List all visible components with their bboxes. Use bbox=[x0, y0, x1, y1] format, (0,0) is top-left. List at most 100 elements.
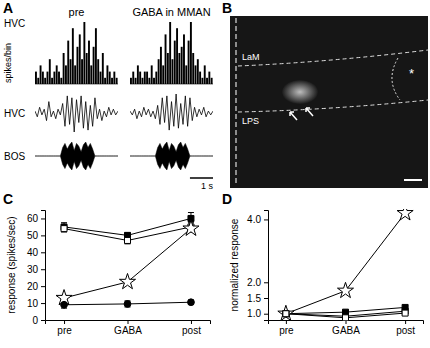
baseline bbox=[130, 84, 213, 85]
bar bbox=[181, 47, 183, 84]
bar bbox=[93, 47, 95, 84]
x-tick-label: pre bbox=[57, 325, 72, 336]
bar bbox=[201, 78, 203, 84]
x-tick-mark bbox=[286, 320, 287, 324]
y-tick-label: 4.0 bbox=[247, 214, 261, 225]
bar bbox=[116, 78, 118, 84]
bar bbox=[183, 34, 185, 84]
y-tick: 1.0 bbox=[247, 308, 268, 319]
y-axis-title: normalized response bbox=[229, 218, 240, 311]
bar bbox=[153, 78, 155, 84]
y-tick-label: 10 bbox=[27, 298, 39, 309]
bar bbox=[158, 59, 160, 84]
bar bbox=[188, 41, 190, 84]
figure: ABCDLaMLPS*preHVCspikes/binGABA in MMANH… bbox=[0, 0, 430, 348]
bar bbox=[165, 34, 167, 84]
panel-label: C bbox=[3, 191, 13, 207]
y-tick-mark bbox=[264, 314, 268, 315]
bar bbox=[137, 65, 139, 84]
y-tick: 10 bbox=[27, 298, 45, 309]
image-label: LaM bbox=[242, 52, 260, 62]
x-tick: GABA bbox=[114, 320, 142, 336]
y-tick-label: 1.5 bbox=[247, 293, 261, 304]
bar bbox=[148, 78, 150, 84]
bar bbox=[162, 65, 164, 84]
marker bbox=[183, 220, 199, 235]
trace-group bbox=[130, 94, 213, 130]
figure-container: ABCDLaMLPS*preHVCspikes/binGABA in MMANH… bbox=[0, 0, 430, 348]
bar bbox=[58, 72, 60, 84]
y-tick-label: 30 bbox=[27, 264, 39, 275]
arrow bbox=[290, 112, 297, 120]
bar bbox=[53, 72, 55, 84]
bar bbox=[169, 22, 171, 84]
y-tick-label: 40 bbox=[27, 247, 39, 258]
y-tick-mark bbox=[41, 235, 45, 236]
marker bbox=[283, 311, 289, 317]
y-tick-mark bbox=[264, 298, 268, 299]
bar bbox=[113, 72, 115, 84]
y-tick-mark bbox=[264, 282, 268, 283]
y-tick-label: 20 bbox=[27, 281, 39, 292]
bar bbox=[63, 53, 65, 84]
bar bbox=[109, 72, 111, 84]
scale-bar bbox=[190, 177, 213, 179]
bar bbox=[51, 78, 53, 84]
y-tick-mark bbox=[41, 320, 45, 321]
scale-bar-label: 1 s bbox=[201, 181, 214, 191]
x-tick-mark bbox=[128, 320, 129, 324]
title: pre bbox=[69, 6, 85, 18]
bar bbox=[178, 53, 180, 84]
trace-group bbox=[35, 96, 118, 132]
lamina-line bbox=[238, 50, 428, 66]
bar bbox=[40, 65, 42, 84]
bar bbox=[37, 78, 39, 84]
plot-marks bbox=[278, 209, 413, 321]
bar bbox=[111, 78, 113, 84]
y-tick: 2.0 bbox=[247, 277, 268, 288]
x-tick-label: pre bbox=[279, 325, 294, 336]
y-tick-mark bbox=[41, 286, 45, 287]
y-tick: 0 bbox=[32, 315, 45, 326]
waveform bbox=[130, 142, 213, 170]
bar bbox=[42, 72, 44, 84]
image-label: LPS bbox=[242, 116, 259, 126]
marker bbox=[397, 209, 413, 220]
x-tick-label: GABA bbox=[332, 325, 360, 336]
y-axis-title: spikes/bin bbox=[3, 43, 13, 83]
x-axis-line bbox=[46, 321, 211, 325]
y-tick: 20 bbox=[27, 281, 45, 292]
error-bar-cap bbox=[61, 222, 67, 223]
y-tick: 4.0 bbox=[247, 214, 268, 225]
x-tick: pre bbox=[279, 320, 294, 336]
bar bbox=[65, 65, 67, 84]
scale-bar bbox=[404, 179, 422, 181]
waveform-group bbox=[130, 142, 213, 170]
y-tick-mark bbox=[41, 269, 45, 270]
y-axis-title: response (spikes/sec) bbox=[6, 216, 17, 313]
marker bbox=[337, 282, 353, 297]
y-tick-label: 60 bbox=[27, 213, 39, 224]
bar bbox=[90, 65, 92, 84]
bar bbox=[79, 34, 81, 84]
x-tick-label: GABA bbox=[114, 325, 142, 336]
x-tick-mark bbox=[191, 320, 192, 324]
bar bbox=[142, 78, 144, 84]
bar bbox=[83, 22, 85, 84]
bar bbox=[160, 47, 162, 84]
fluorescent-spot bbox=[282, 80, 318, 104]
series-line bbox=[64, 229, 191, 298]
x-tick: GABA bbox=[332, 320, 360, 336]
bar bbox=[190, 22, 192, 84]
error-bar bbox=[61, 225, 67, 232]
y-axis: 1.0 1.5 2.0 4.0 bbox=[247, 211, 268, 321]
image-background bbox=[230, 16, 428, 188]
y-tick-label: 0 bbox=[32, 315, 38, 326]
error-bar-cap bbox=[188, 212, 194, 213]
bar bbox=[155, 72, 157, 84]
micrograph: LaMLPS* bbox=[230, 16, 428, 188]
bar bbox=[95, 28, 97, 84]
bar bbox=[60, 78, 62, 84]
bar bbox=[47, 72, 49, 84]
marker bbox=[343, 315, 349, 321]
